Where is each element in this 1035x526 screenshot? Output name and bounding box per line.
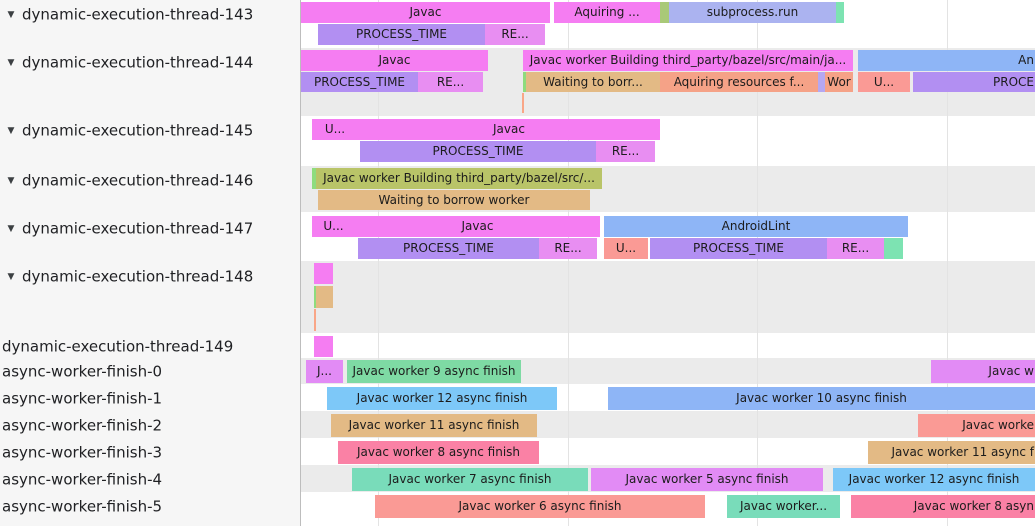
trace-slice[interactable]: Javac [358, 119, 660, 140]
trace-slice[interactable] [314, 309, 316, 331]
track-band [301, 261, 1035, 333]
trace-slice[interactable]: Javac worker Building third_party/bazel/… [523, 50, 853, 71]
track-label-async-worker-finish-4: async-worker-finish-4 [0, 469, 302, 489]
trace-slice[interactable] [818, 72, 825, 92]
trace-slice[interactable]: Javac worker 8 asyn [851, 495, 1035, 518]
trace-slice[interactable]: Javac worker Building third_party/bazel/… [316, 168, 602, 189]
trace-slice[interactable] [314, 336, 333, 357]
trace-slice[interactable]: Aquiring resources f... [660, 72, 818, 92]
track-label-dynamic-execution-thread-146[interactable]: ▼ dynamic-execution-thread-146 [0, 170, 300, 190]
grid-line [568, 0, 569, 526]
track-label-async-worker-finish-2: async-worker-finish-2 [0, 415, 302, 435]
trace-slice[interactable] [316, 286, 333, 308]
trace-slice[interactable]: PROCESS_TIME [360, 141, 596, 162]
trace-slice[interactable]: Javac [301, 50, 488, 71]
trace-slice[interactable]: AndroidLint [604, 216, 908, 237]
track-label-text: async-worker-finish-3 [2, 443, 163, 462]
trace-slice[interactable]: PROCESS_TIME [318, 24, 485, 45]
grid-line [947, 0, 948, 526]
trace-slice[interactable] [836, 2, 844, 23]
trace-slice[interactable]: Javac worke [918, 414, 1035, 437]
trace-slice[interactable] [314, 286, 316, 308]
trace-slice[interactable]: U... [312, 119, 358, 140]
trace-slice[interactable]: PROCESS_TIME [301, 72, 418, 92]
track-sidebar: ▼ dynamic-execution-thread-143 ▼ dynamic-ex… [0, 0, 301, 526]
trace-slice[interactable]: RE... [596, 141, 655, 162]
trace-slice[interactable]: J... [306, 360, 343, 383]
track-label-text: async-worker-finish-5 [2, 497, 163, 516]
track-label-dynamic-execution-thread-145[interactable]: ▼ dynamic-execution-thread-145 [0, 120, 300, 140]
track-label-text: dynamic-execution-thread-144 [22, 53, 254, 72]
grid-line [378, 0, 379, 526]
trace-slice[interactable] [522, 93, 524, 113]
trace-slice[interactable]: An [858, 50, 1035, 71]
trace-slice[interactable] [523, 72, 526, 92]
trace-slice[interactable]: Javac worker 5 async finish [591, 468, 823, 491]
trace-slice[interactable] [314, 263, 333, 284]
trace-slice[interactable]: Aquiring ... [554, 2, 660, 23]
trace-slice[interactable]: Javac worker 8 async finish [338, 441, 539, 464]
track-label-text: dynamic-execution-thread-145 [22, 121, 254, 140]
track-label-text: dynamic-execution-thread-148 [22, 267, 254, 286]
collapse-arrow-icon[interactable]: ▼ [7, 57, 15, 68]
trace-slice[interactable]: RE... [827, 238, 884, 259]
track-label-text: dynamic-execution-thread-147 [22, 219, 254, 238]
trace-slice[interactable]: Javac worker 12 async finish [327, 387, 557, 410]
trace-slice[interactable] [312, 168, 316, 189]
track-label-text: async-worker-finish-4 [2, 470, 163, 489]
trace-slice[interactable]: Waiting to borr... [526, 72, 660, 92]
trace-slice[interactable]: Javac [355, 216, 600, 237]
trace-slice[interactable]: Javac worker... [727, 495, 840, 518]
collapse-arrow-icon[interactable]: ▼ [7, 9, 15, 20]
track-label-text: async-worker-finish-2 [2, 416, 163, 435]
track-label-async-worker-finish-0: async-worker-finish-0 [0, 361, 302, 381]
trace-slice[interactable]: Javac [301, 2, 550, 23]
trace-slice[interactable]: U... [604, 238, 648, 259]
track-label-dynamic-execution-thread-149: dynamic-execution-thread-149 [0, 336, 302, 356]
track-label-text: async-worker-finish-1 [2, 389, 163, 408]
track-label-async-worker-finish-1: async-worker-finish-1 [0, 388, 302, 408]
track-label-text: dynamic-execution-thread-143 [22, 5, 254, 24]
trace-slice[interactable]: Javac w [931, 360, 1035, 383]
track-label-async-worker-finish-5: async-worker-finish-5 [0, 496, 302, 516]
trace-slice[interactable]: Javac worker 11 async finish [331, 414, 537, 437]
track-label-text: dynamic-execution-thread-149 [2, 337, 234, 356]
track-label-dynamic-execution-thread-147[interactable]: ▼ dynamic-execution-thread-147 [0, 218, 300, 238]
trace-slice[interactable]: PROCESS_TIME [358, 238, 539, 259]
trace-slice[interactable]: U... [312, 216, 355, 237]
track-label-dynamic-execution-thread-148[interactable]: ▼ dynamic-execution-thread-148 [0, 266, 300, 286]
collapse-arrow-icon[interactable]: ▼ [7, 175, 15, 186]
track-label-async-worker-finish-3: async-worker-finish-3 [0, 442, 302, 462]
trace-slice[interactable]: Javac worker 6 async finish [375, 495, 705, 518]
trace-slice[interactable]: Javac worker 7 async finish [352, 468, 588, 491]
trace-slice[interactable]: PROCESS_TIME [650, 238, 827, 259]
collapse-arrow-icon[interactable]: ▼ [7, 223, 15, 234]
trace-slice[interactable]: Waiting to borrow worker [318, 190, 590, 210]
trace-slice[interactable] [660, 2, 669, 23]
trace-slice[interactable]: subprocess.run [669, 2, 836, 23]
trace-slice[interactable]: Javac worker 10 async finish [608, 387, 1035, 410]
track-label-text: async-worker-finish-0 [2, 362, 163, 381]
collapse-arrow-icon[interactable]: ▼ [7, 271, 15, 282]
trace-slice[interactable]: Wor [825, 72, 853, 92]
collapse-arrow-icon[interactable]: ▼ [7, 125, 15, 136]
trace-slice[interactable]: RE... [539, 238, 597, 259]
track-label-dynamic-execution-thread-144[interactable]: ▼ dynamic-execution-thread-144 [0, 52, 300, 72]
trace-slice[interactable]: Javac worker 9 async finish [347, 360, 521, 383]
track-label-dynamic-execution-thread-143[interactable]: ▼ dynamic-execution-thread-143 [0, 4, 300, 24]
trace-slice[interactable]: RE... [485, 24, 545, 45]
track-label-text: dynamic-execution-thread-146 [22, 171, 254, 190]
trace-slice[interactable]: Javac worker 12 async finish [833, 468, 1035, 491]
grid-line [757, 0, 758, 526]
trace-slice[interactable]: U... [858, 72, 910, 92]
trace-slice[interactable]: Javac worker 11 async f [868, 441, 1035, 464]
trace-slice[interactable]: RE... [418, 72, 483, 92]
trace-slice[interactable] [884, 238, 903, 259]
trace-slice[interactable]: PROCE [913, 72, 1035, 92]
